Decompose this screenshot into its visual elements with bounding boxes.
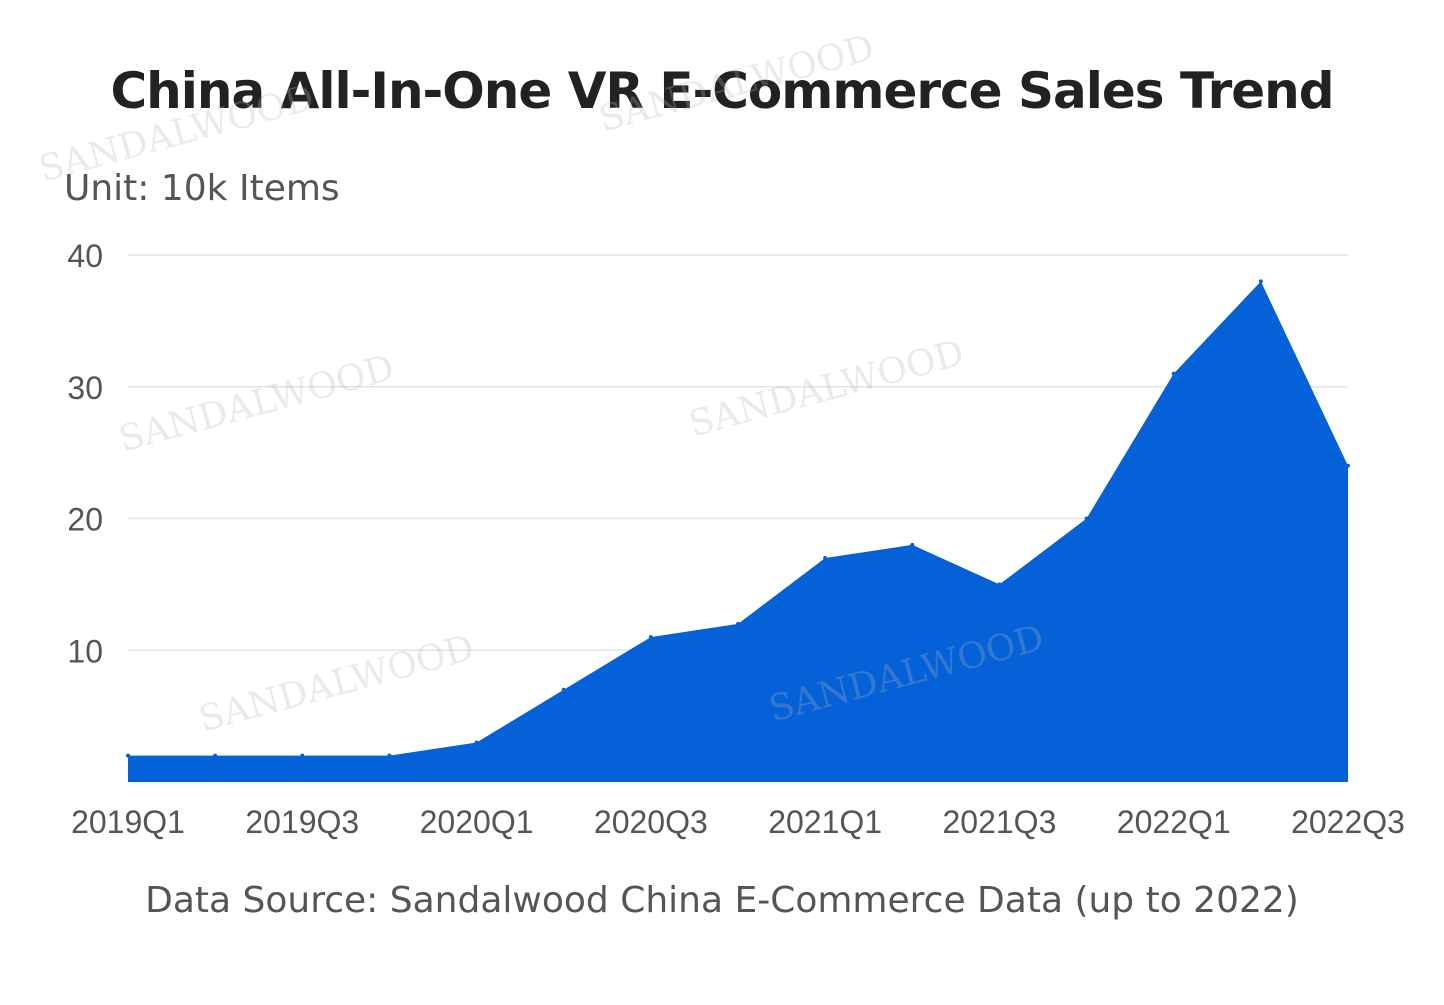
data-point-2020Q1	[474, 740, 479, 745]
data-point-2021Q4	[1084, 516, 1089, 521]
data-source-note: Data Source: Sandalwood China E-Commerce…	[145, 880, 1299, 921]
y-tick-label: 10	[67, 633, 103, 669]
data-point-2021Q2	[910, 542, 915, 547]
unit-label: Unit: 10k Items	[64, 168, 340, 209]
x-tick-label: 2019Q3	[245, 804, 359, 840]
chart-title: China All-In-One VR E-Commerce Sales Tre…	[110, 62, 1334, 120]
data-point-2020Q2	[561, 687, 566, 692]
data-point-2019Q4	[387, 753, 392, 758]
x-tick-label: 2021Q1	[768, 804, 882, 840]
data-point-2020Q3	[648, 635, 653, 640]
data-point-2019Q1	[126, 753, 130, 758]
y-tick-label: 30	[67, 370, 103, 406]
y-tick-label: 20	[67, 502, 103, 538]
x-tick-label: 2019Q1	[71, 804, 185, 840]
y-axis-ticks: 10 20 30 40	[67, 238, 103, 669]
x-tick-label: 2021Q3	[942, 804, 1056, 840]
data-point-2022Q1	[1171, 371, 1176, 376]
x-tick-label: 2020Q3	[594, 804, 708, 840]
x-tick-label: 2020Q1	[420, 804, 534, 840]
data-point-2019Q3	[300, 753, 305, 758]
x-tick-label: 2022Q1	[1117, 804, 1231, 840]
data-point-2019Q2	[213, 753, 218, 758]
x-tick-label: 2022Q3	[1291, 804, 1405, 840]
data-point-2020Q4	[736, 621, 740, 626]
data-point-2022Q3	[1346, 463, 1350, 468]
data-point-2022Q2	[1258, 279, 1263, 284]
x-axis-ticks: 2019Q1 2019Q3 2020Q1 2020Q3 2021Q1 2021Q3 2022…	[71, 804, 1405, 840]
area-series	[126, 279, 1350, 782]
area-fill	[128, 281, 1348, 782]
data-point-2021Q3	[997, 582, 1002, 587]
y-tick-label: 40	[67, 238, 103, 274]
data-point-2021Q1	[823, 556, 828, 561]
